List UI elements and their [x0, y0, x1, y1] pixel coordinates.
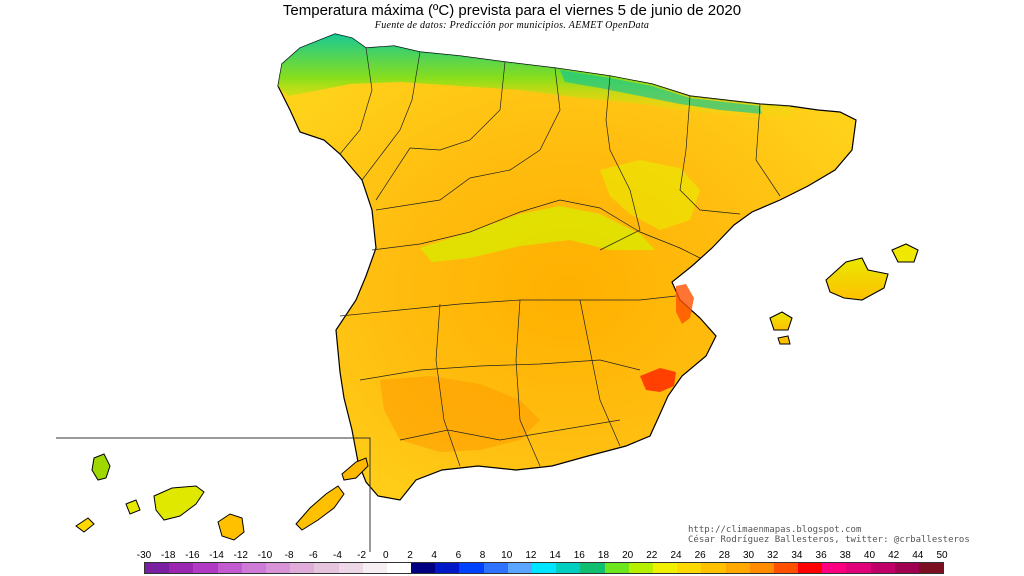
legend-label: 24 — [670, 550, 682, 561]
legend-swatch — [459, 563, 484, 573]
legend-swatch — [169, 563, 194, 573]
legend-label: 34 — [791, 550, 803, 561]
legend-label: -4 — [333, 550, 342, 561]
legend-label: 0 — [383, 550, 389, 561]
legend-swatch — [919, 563, 944, 573]
fuerteventura — [295, 485, 345, 531]
legend-swatch — [217, 563, 242, 573]
legend-label: -18 — [160, 550, 176, 561]
central-mountains-band — [420, 206, 655, 262]
legend-label: -10 — [257, 550, 273, 561]
canary-islands-inset — [56, 437, 371, 552]
formentera — [777, 335, 791, 345]
legend-label: 14 — [549, 550, 561, 561]
legend-swatch — [314, 563, 339, 573]
legend-label: -2 — [357, 550, 367, 561]
legend-swatch — [846, 563, 871, 573]
credits-author: César Rodríguez Ballesteros, twitter: @c… — [688, 535, 970, 545]
balearic-islands — [769, 243, 919, 345]
legend-label: -30 — [136, 550, 152, 561]
legend-label: 50 — [936, 550, 948, 561]
legend-label: 44 — [912, 550, 924, 561]
legend-label: -16 — [185, 550, 200, 561]
legend-swatch — [145, 563, 170, 573]
legend-label: 18 — [597, 550, 610, 561]
legend-label: 38 — [839, 550, 851, 561]
legend-swatch — [193, 563, 218, 573]
legend-swatch — [773, 563, 799, 573]
legend-swatch — [677, 563, 702, 573]
legend-label: 28 — [718, 550, 730, 561]
legend-swatch — [483, 563, 508, 573]
gran-canaria — [217, 513, 245, 541]
legend-swatch — [265, 563, 291, 573]
legend-swatch — [725, 563, 750, 573]
murcia-hot-spot — [640, 368, 676, 392]
color-legend — [144, 562, 944, 574]
cantabrian-coast-band — [560, 70, 762, 114]
legend-swatch — [798, 563, 823, 573]
legend-label: 22 — [646, 550, 658, 561]
la-palma — [91, 453, 111, 481]
legend-swatch — [749, 563, 774, 573]
legend-swatch — [652, 563, 678, 573]
legend-label: 8 — [479, 550, 486, 561]
legend-swatch — [507, 563, 532, 573]
legend-swatch — [435, 563, 460, 573]
legend-swatch — [290, 563, 315, 573]
legend-label: 42 — [888, 550, 900, 561]
la-gomera — [125, 499, 141, 515]
legend-swatch — [628, 563, 653, 573]
lanzarote — [341, 457, 369, 481]
legend-swatch — [241, 563, 266, 573]
legend-label: 10 — [501, 550, 513, 561]
legend-swatch — [822, 563, 847, 573]
valencia-hot-spot — [676, 284, 694, 324]
legend-label: -6 — [308, 550, 318, 561]
legend-label: 4 — [431, 550, 437, 561]
legend-swatch — [556, 563, 581, 573]
legend-label: 20 — [622, 550, 634, 561]
tenerife — [153, 485, 205, 521]
guadalquivir-hot-area — [380, 376, 540, 452]
legend-label: 40 — [863, 550, 876, 561]
legend-label: 16 — [573, 550, 585, 561]
legend-swatch — [580, 563, 605, 573]
legend-label: -8 — [284, 550, 294, 561]
legend-swatch — [411, 563, 436, 573]
el-hierro — [75, 517, 95, 533]
peninsula-land — [277, 33, 857, 501]
legend-swatch — [338, 563, 363, 573]
legend-label: 2 — [407, 550, 413, 561]
legend-label: -12 — [233, 550, 248, 561]
province-borders — [339, 47, 781, 467]
inset-frame — [56, 437, 371, 552]
legend-swatch — [894, 563, 919, 573]
legend-swatch — [386, 563, 412, 573]
mallorca — [825, 257, 889, 301]
legend-label: -14 — [209, 550, 224, 561]
legend-label: 30 — [742, 550, 755, 561]
map-subtitle: Fuente de datos: Predicción por municipi… — [374, 20, 650, 31]
legend-label: 26 — [694, 550, 706, 561]
legend-label: 32 — [767, 550, 779, 561]
legend-swatch — [604, 563, 629, 573]
legend-swatch — [701, 563, 726, 573]
credits-url: http://climaenmapas.blogspot.com — [688, 525, 862, 535]
legend-swatch — [362, 563, 387, 573]
legend-swatch — [532, 563, 557, 573]
legend-label: 36 — [815, 550, 827, 561]
credits: http://climaenmapas.blogspot.com César R… — [688, 525, 970, 545]
peninsula — [277, 33, 857, 501]
legend-swatch — [870, 563, 895, 573]
legend-labels: -30 -18 -16 -14 -12 -10 -8 -6 -4 -2 0 2 4 6 8 10 12 14 16 1… — [135, 550, 955, 562]
legend-label: 6 — [455, 550, 462, 561]
map-title: Temperatura máxima (ºC) prevista para el… — [282, 2, 742, 19]
iberian-mountains-band — [600, 160, 700, 230]
ibiza — [769, 311, 793, 331]
legend-label: 12 — [525, 550, 537, 561]
menorca — [891, 243, 919, 263]
